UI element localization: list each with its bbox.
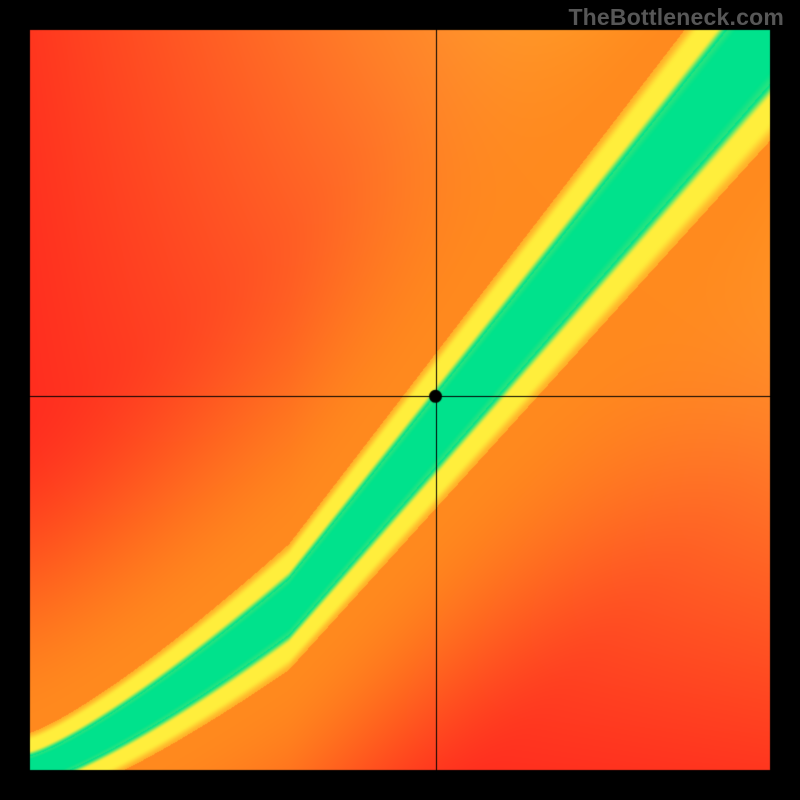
watermark-text: TheBottleneck.com xyxy=(568,4,784,31)
bottleneck-heatmap-canvas xyxy=(0,0,800,800)
chart-container: TheBottleneck.com xyxy=(0,0,800,800)
